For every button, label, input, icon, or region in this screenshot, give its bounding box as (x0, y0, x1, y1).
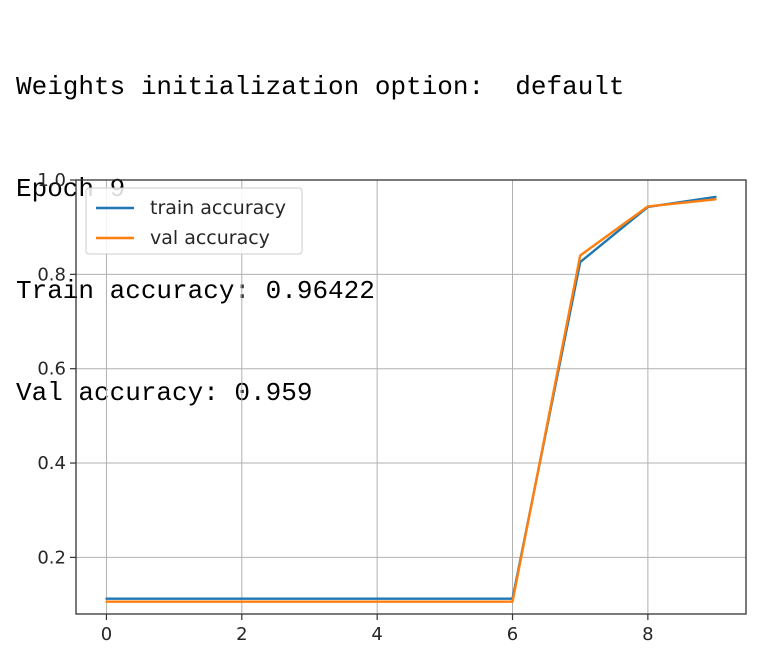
val-accuracy-line (105, 198, 717, 603)
legend-label: train accuracy (150, 197, 286, 219)
axis-ticks: 0 2 4 6 8 0.2 0.4 0.6 0.8 1.0 (37, 170, 653, 645)
y-tick-label: 0.8 (37, 264, 66, 285)
x-tick-label: 4 (371, 624, 382, 645)
x-tick-label: 0 (101, 624, 112, 645)
x-tick-label: 8 (642, 624, 653, 645)
train-accuracy-line: Train accuracy: 0.96422 (16, 276, 375, 306)
x-tick-label: 2 (236, 624, 247, 645)
training-log: Weights initialization option: default E… (16, 2, 625, 444)
y-tick-label: 0.4 (37, 453, 66, 474)
train-accuracy-line (105, 195, 717, 600)
legend: train accuracy val accuracy (85, 187, 303, 255)
y-tick-label: 1.0 (37, 170, 66, 191)
y-tick-label: 0.6 (37, 359, 66, 380)
y-tick-label: 0.2 (37, 547, 66, 568)
plot-frame (75, 179, 747, 615)
weights-init-line: Weights initialization option: default (16, 72, 625, 102)
legend-box (85, 187, 303, 255)
val-accuracy-line: Val accuracy: 0.959 (16, 378, 313, 408)
legend-label: val accuracy (150, 227, 270, 249)
series-lines (105, 195, 717, 603)
x-tick-label: 6 (507, 624, 518, 645)
